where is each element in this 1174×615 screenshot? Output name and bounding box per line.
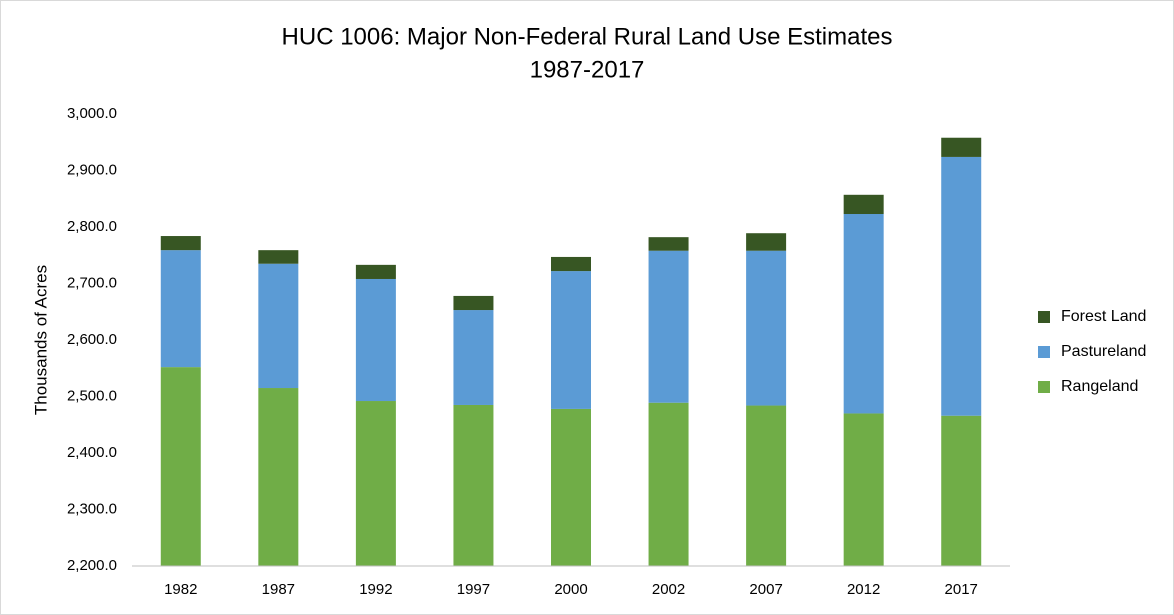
bar-segment [941,137,982,157]
y-tick-label: 2,600.0 [67,331,117,348]
y-tick-label: 2,400.0 [67,444,117,461]
bar-segment [843,413,884,566]
bar-segment [648,250,689,403]
chart-title: HUC 1006: Major Non-Federal Rural Land U… [282,23,893,50]
x-tick-label: 2007 [749,581,782,598]
legend-swatch [1038,311,1050,323]
legend-label: Rangeland [1061,378,1138,395]
bar-segment [258,250,299,264]
y-tick-label: 2,800.0 [67,218,117,235]
bar-segment [746,250,787,406]
bar-segment [453,404,494,566]
y-tick-label: 2,900.0 [67,161,117,178]
bar-segment [941,156,982,416]
x-tick-label: 2017 [945,581,978,598]
y-axis-title: Thousands of Acres [31,265,50,415]
x-tick-label: 2012 [847,581,880,598]
bar-segment [551,256,591,272]
legend-label: Forest Land [1061,308,1146,325]
y-tick-label: 2,300.0 [67,500,117,517]
x-tick-label: 2002 [652,581,685,598]
y-tick-label: 2,200.0 [67,557,117,574]
legend-swatch [1038,381,1050,393]
bar-segment [551,408,591,566]
y-tick-label: 2,700.0 [67,274,117,291]
chart-subtitle: 1987-2017 [530,56,645,83]
y-tick-label: 3,000.0 [67,105,117,122]
bar-segment [941,415,982,566]
bar-segment [160,250,201,368]
bar-segment [160,236,201,251]
bar-segment [843,214,884,414]
bar-segment [160,367,201,566]
bar-segment [355,264,396,279]
bar-segment [746,233,787,251]
y-tick-label: 2,500.0 [67,387,117,404]
bar-segment [258,263,299,389]
bar-segment [355,278,396,402]
bar-segment [648,237,689,251]
bar-segment [453,310,494,405]
bar-segment [746,405,787,566]
bar-segment [551,271,591,409]
bar-segment [258,388,299,566]
bar-segment [453,295,494,311]
bar-segment [648,402,689,566]
x-tick-label: 1997 [457,581,490,598]
legend-swatch [1038,346,1050,358]
x-tick-label: 1982 [164,581,197,598]
x-tick-label: 2000 [554,581,587,598]
x-tick-label: 1987 [262,581,295,598]
legend-label: Pastureland [1061,343,1146,360]
x-tick-label: 1992 [359,581,392,598]
bar-segment [843,194,884,215]
bar-segment [355,401,396,566]
